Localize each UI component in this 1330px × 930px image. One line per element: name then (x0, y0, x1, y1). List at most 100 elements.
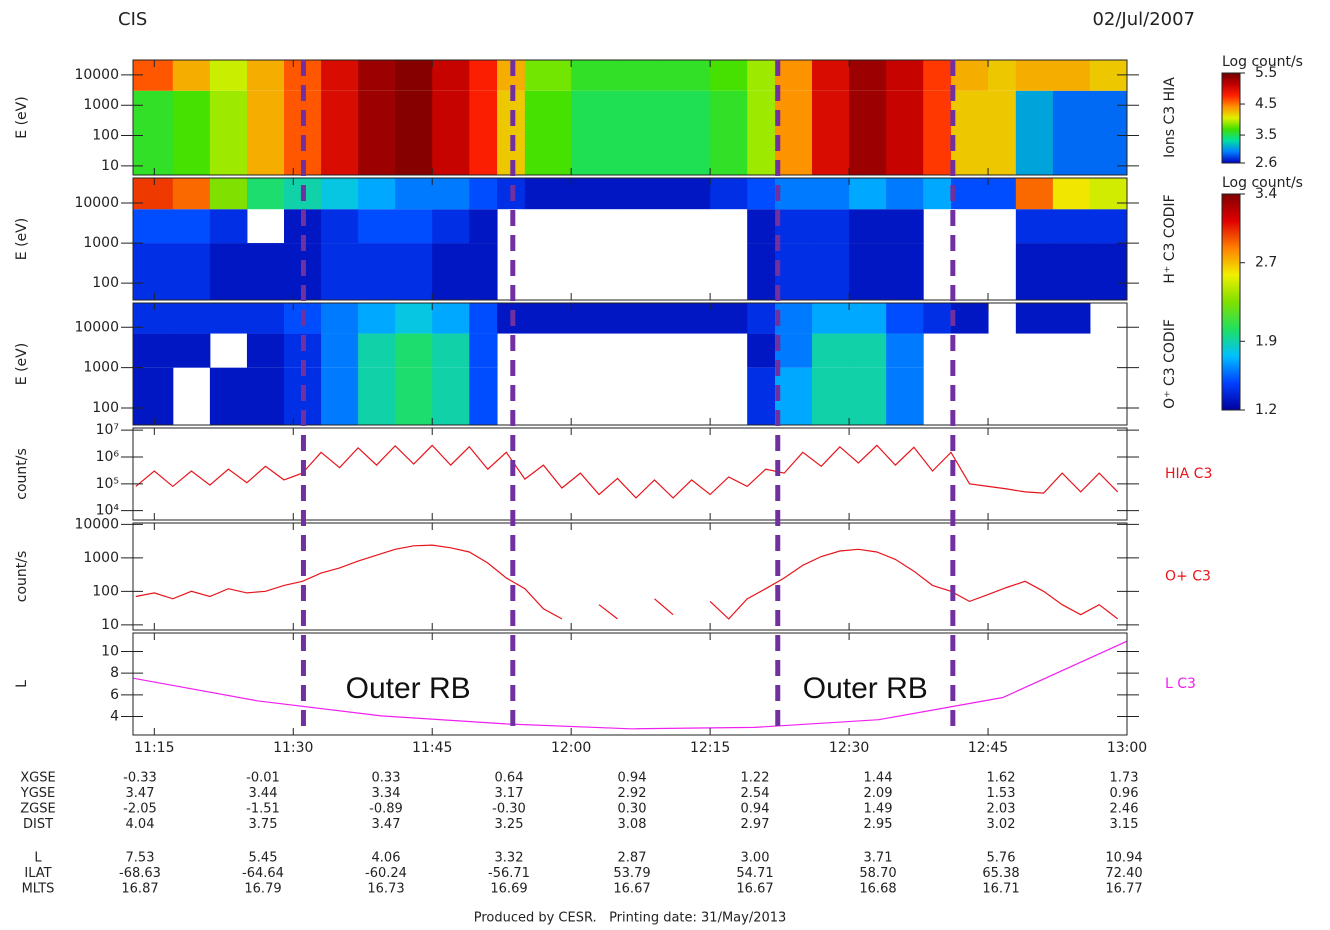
ephemeris-value: 16.67 (736, 882, 773, 897)
heatmap-cell (988, 60, 1017, 91)
panel: L C3 4 6 8 10 11:15 11:30 11:45 12:00 12:15 12:30 1… (14, 632, 1196, 756)
heatmap-cell (923, 90, 952, 175)
ephemeris-value: 3.02 (987, 817, 1016, 832)
x-tick-label: 12:30 (829, 740, 869, 756)
y-tick-label: 1000 (83, 97, 119, 113)
heatmap-cell (358, 90, 396, 175)
ephemeris-value: 5.76 (987, 851, 1016, 866)
heatmap-cell (1015, 178, 1054, 210)
ephemeris-value: 2.92 (618, 786, 647, 801)
ephemeris-value: 0.64 (495, 771, 524, 786)
heatmap-cell (812, 303, 850, 334)
header-title: CIS (118, 9, 147, 30)
y-axis-label: L (14, 680, 30, 688)
heatmap-cell (886, 60, 924, 91)
y-tick-label: 10 (101, 158, 119, 174)
heatmap-cell (886, 243, 924, 300)
heatmap-cell (321, 303, 359, 334)
heatmap-cell (246, 178, 285, 210)
heatmap-cell (395, 333, 433, 368)
heatmap-cell (774, 209, 813, 244)
heatmap-cell (886, 303, 924, 334)
heatmap-cell (321, 243, 359, 300)
heatmap-cell (395, 367, 433, 425)
ephemeris-value: -2.05 (123, 802, 157, 817)
heatmap-cell (774, 333, 813, 368)
ephemeris-value: 3.47 (372, 817, 401, 832)
heatmap-cell (1015, 303, 1054, 334)
ephemeris-label: ZGSE (20, 802, 55, 817)
heatmap-cell (469, 178, 498, 210)
heatmap-cell (886, 333, 924, 368)
heatmap-cell (747, 209, 776, 244)
heatmap-cell (1089, 178, 1127, 210)
ephemeris-value: 3.32 (495, 851, 524, 866)
heatmap-cell (432, 303, 470, 334)
heatmap-cell (172, 333, 211, 368)
heatmap-cell (849, 243, 887, 300)
ephemeris-value: 3.44 (249, 786, 278, 801)
heatmap-cell (432, 209, 470, 244)
ephemeris-value: 16.69 (490, 882, 527, 897)
ephemeris-value: 16.67 (613, 882, 650, 897)
heatmap-cell (1089, 90, 1127, 175)
ephemeris-value: 16.87 (121, 882, 158, 897)
ephemeris-value: 3.15 (1110, 817, 1139, 832)
y-tick-label: 1000 (83, 550, 119, 566)
ephemeris-value: -0.30 (492, 802, 526, 817)
panel: Ions C3 HIA 10 100 1000 10000 E (eV) (14, 59, 1178, 176)
ephemeris-value: 0.96 (1110, 786, 1139, 801)
heatmap-cell (1015, 90, 1054, 175)
panel-frame (132, 522, 1128, 631)
ephemeris-value: 1.62 (987, 771, 1016, 786)
heatmap-cell (432, 367, 470, 425)
x-tick-label: 11:15 (134, 740, 174, 756)
heatmap-cell (524, 60, 572, 91)
heatmap-cell (246, 60, 285, 91)
heatmap-cell (172, 303, 211, 334)
panel-frame (132, 427, 1128, 521)
heatmap-cell (1052, 90, 1091, 175)
ephemeris-value: 0.94 (741, 802, 770, 817)
plot-area (133, 178, 1127, 300)
heatmap-cell (321, 60, 359, 91)
ephemeris-value: 53.79 (613, 866, 650, 881)
heatmap-cell (524, 90, 572, 175)
panel: HIA C3 10⁴ 10⁵ 10⁶ 10⁷ count/s (14, 422, 1212, 521)
heatmap-cell (849, 367, 887, 425)
colorbar-tick-label: 2.7 (1255, 255, 1277, 271)
heatmap-cell (209, 303, 248, 334)
ephemeris-value: -60.24 (365, 866, 407, 881)
ephemeris-value: 2.54 (741, 786, 770, 801)
heatmap-cell (1052, 60, 1091, 91)
y-axis-label: E (eV) (14, 343, 30, 385)
y-tick-label: 10⁶ (96, 449, 120, 465)
ephemeris-value: 16.71 (982, 882, 1019, 897)
heatmap-cell (1015, 209, 1054, 244)
heatmap-cell (469, 243, 498, 300)
heatmap-cell (774, 60, 813, 91)
heatmap-cell (133, 209, 174, 244)
heatmap-cell (988, 90, 1017, 175)
heatmap-cell (812, 90, 850, 175)
heatmap-cell (812, 209, 850, 244)
ephemeris-value: -0.33 (123, 771, 157, 786)
ephemeris-value: 16.73 (367, 882, 404, 897)
colorbar-tick-label: 3.5 (1255, 127, 1277, 143)
y-tick-label: 100 (92, 275, 119, 291)
x-tick-label: 12:45 (968, 740, 1008, 756)
y-axis-label: count/s (14, 448, 30, 500)
heatmap-cell (395, 209, 433, 244)
y-axis-label: E (eV) (14, 218, 30, 260)
heatmap-cell (747, 243, 776, 300)
y-axis-label: count/s (14, 551, 30, 603)
heatmap-cell (358, 60, 396, 91)
heatmap-cell (209, 90, 248, 175)
heatmap-cell (950, 178, 989, 210)
heatmap-cell (663, 60, 711, 91)
panel-frame (132, 59, 1128, 176)
ephemeris-value: -56.71 (488, 866, 530, 881)
heatmap-cell (209, 209, 248, 244)
heatmap-cell (133, 333, 174, 368)
ephemeris-value: 3.71 (864, 851, 893, 866)
